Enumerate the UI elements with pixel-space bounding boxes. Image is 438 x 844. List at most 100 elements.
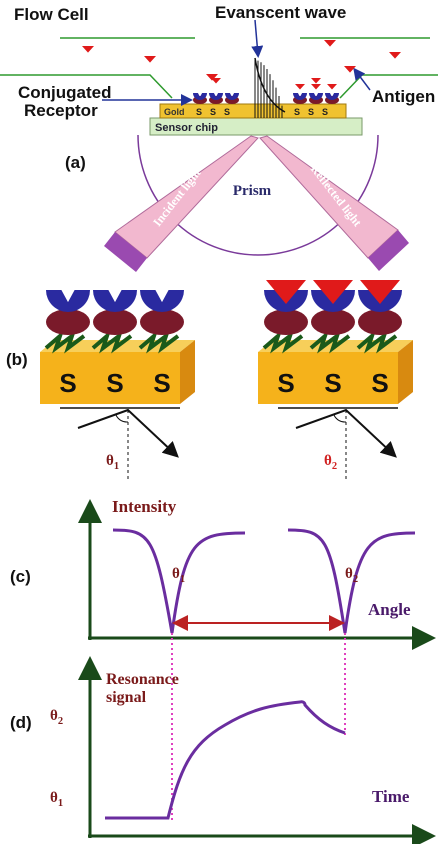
- antigen: [295, 84, 305, 90]
- s-label: S: [106, 368, 123, 398]
- theta-subscript: 1: [58, 798, 63, 809]
- receptor: [193, 93, 207, 100]
- theta-label: θ1: [50, 790, 63, 809]
- angle-arc: [333, 414, 347, 423]
- spacer: [309, 329, 351, 354]
- antigen: [211, 78, 221, 84]
- panel-d: Resonance signal Time θ2 θ1 (d): [10, 656, 436, 844]
- theta-label: θ2: [50, 708, 63, 727]
- s-label: S: [153, 368, 170, 398]
- chip-s: S: [196, 107, 202, 117]
- resonance-curve: [112, 528, 246, 634]
- gold-layer: [159, 103, 347, 119]
- theta-subscript: 1: [114, 461, 119, 472]
- receptor-label: Receptor: [24, 101, 98, 120]
- field-envelope: [254, 57, 286, 113]
- spacer: [138, 329, 180, 354]
- theta-symbol: θ: [106, 453, 114, 469]
- theta-symbol: θ: [172, 566, 180, 582]
- antigen: [144, 56, 156, 63]
- incident-source: [104, 232, 147, 272]
- antigen: [344, 66, 356, 73]
- antigen: [311, 84, 321, 90]
- prism-label: Prism: [233, 183, 272, 199]
- linker: [358, 309, 402, 335]
- chip-s: S: [322, 107, 328, 117]
- receptor: [209, 93, 223, 100]
- chip-s: S: [210, 107, 216, 117]
- receptor: [358, 290, 402, 312]
- theta-symbol: θ: [345, 566, 353, 582]
- flow-cell-label: Flow Cell: [14, 5, 89, 24]
- s-label: S: [59, 368, 76, 398]
- panel-c: Intensity Angle θ1 θ2 (c): [10, 497, 436, 822]
- theta-symbol: θ: [50, 708, 58, 724]
- antigen: [313, 280, 353, 304]
- sensorgram: [105, 700, 346, 820]
- linker: [46, 309, 90, 335]
- detector: [368, 230, 409, 271]
- antigen-label: Antigen: [372, 87, 435, 106]
- receptor: [93, 290, 137, 312]
- panel-label: (c): [10, 567, 31, 586]
- evanescent-label: Evanscent wave: [215, 3, 346, 22]
- panel-label: (d): [10, 713, 32, 732]
- y-axis-title: signal: [106, 689, 147, 706]
- chip-s: S: [308, 107, 314, 117]
- spacer: [91, 329, 133, 354]
- antigen: [324, 40, 336, 47]
- linker: [140, 309, 184, 335]
- prism: [137, 134, 379, 256]
- receptor: [264, 290, 308, 312]
- theta-subscript: 2: [58, 716, 63, 727]
- theta-label: θ1: [106, 453, 119, 472]
- theta-symbol: θ: [50, 790, 58, 806]
- panel-label: (b): [6, 350, 28, 369]
- chip-s: S: [294, 107, 300, 117]
- s-label: S: [371, 368, 388, 398]
- s-label: S: [324, 368, 341, 398]
- light-path: [77, 408, 179, 458]
- angle-arc: [115, 414, 129, 423]
- antigen: [327, 84, 337, 90]
- theta-subscript: 1: [180, 574, 185, 585]
- light-path: [295, 408, 397, 458]
- sensor-chip-label: Sensor chip: [155, 122, 218, 134]
- evanescent-field: [254, 57, 286, 118]
- x-axis-title: Time: [372, 787, 410, 806]
- antigen: [311, 78, 321, 84]
- receptor-label: Conjugated: [18, 83, 112, 102]
- theta-label: θ1: [172, 566, 185, 585]
- flow-cell-wall: [0, 74, 173, 99]
- pointer: [353, 67, 371, 91]
- s-label: S: [277, 368, 294, 398]
- resonance-curve: [287, 528, 416, 634]
- linker: [93, 309, 137, 335]
- receptor: [225, 93, 239, 100]
- chip-front: [40, 352, 180, 404]
- pointer: [251, 19, 264, 58]
- antigen: [206, 74, 218, 81]
- y-axis-title: Resonance: [106, 671, 179, 688]
- receptor: [46, 290, 90, 312]
- receptor: [325, 93, 339, 100]
- chip-side: [180, 340, 195, 404]
- theta-subscript: 2: [332, 461, 337, 472]
- antigen: [266, 280, 306, 304]
- antigen: [360, 280, 400, 304]
- panel-label: (a): [65, 153, 86, 172]
- linker: [264, 309, 308, 335]
- chip-side: [398, 340, 413, 404]
- theta-label: θ2: [345, 566, 358, 585]
- theta-subscript: 2: [353, 574, 358, 585]
- chip-front: [258, 352, 398, 404]
- gold-label: Gold: [164, 107, 185, 117]
- chip-s: S: [224, 107, 230, 117]
- receptor: [309, 93, 323, 100]
- panel-a: Flow Cell Evanscent wave Conjugated Rece…: [0, 3, 438, 272]
- antigen: [389, 52, 401, 59]
- receptor: [293, 93, 307, 100]
- y-axis-title: Intensity: [112, 497, 177, 516]
- spacer: [44, 329, 86, 354]
